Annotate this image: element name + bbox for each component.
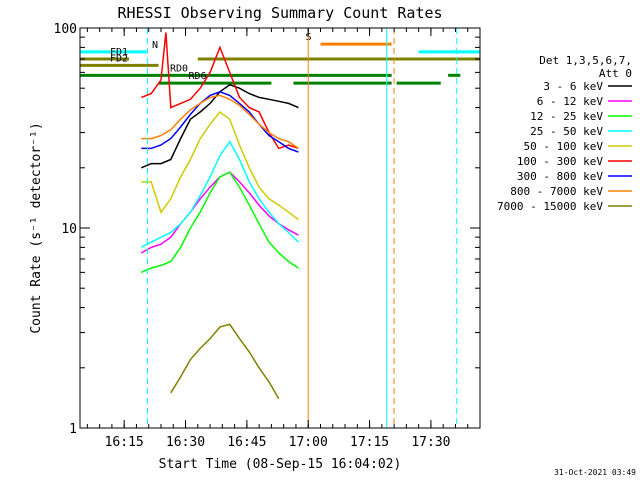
series-line-8: [170, 323, 280, 400]
legend-header: Det 1,3,5,6,7,: [539, 54, 632, 67]
x-tick-label: 17:00: [289, 435, 328, 450]
flag-label-rd6: RD6: [189, 71, 207, 82]
series-layer: [140, 32, 299, 400]
x-tick-label: 17:15: [350, 435, 389, 450]
axes: 16:15 16:30 16:45 17:00 17:15 17:30 1 10 100: [54, 22, 480, 450]
legend-label: 12 - 25 keV: [530, 110, 603, 123]
x-tick-label: 16:30: [166, 435, 205, 450]
series-line-4: [141, 110, 299, 221]
x-tick-label: 16:45: [227, 435, 266, 450]
series-line-6: [141, 91, 299, 153]
legend-label: 3 - 6 keV: [543, 80, 603, 93]
legend-label: 6 - 12 keV: [537, 95, 604, 108]
timestamp-stamp: 31-Oct-2021 03:49: [554, 468, 636, 477]
legend-label: 100 - 300 keV: [517, 155, 603, 168]
flag-label-n: N: [152, 40, 158, 51]
vertical-markers: [146, 28, 458, 428]
legend-label: 7000 - 15000 keV: [497, 200, 603, 213]
legend-label: 25 - 50 keV: [530, 125, 603, 138]
series-line-2: [141, 171, 299, 274]
legend-header: Att 0: [599, 67, 632, 80]
y-axis-label: Count Rate (s⁻¹ detector⁻¹): [29, 122, 44, 333]
flag-label-fd1: FD1: [110, 47, 128, 58]
flag-label-rd0: RD0: [170, 63, 188, 74]
x-axis-label: Start Time (08-Sep-15 16:04:02): [159, 457, 402, 472]
series-line-5: [141, 32, 299, 150]
series-line-7: [141, 94, 299, 150]
chart-title: RHESSI Observing Summary Count Rates: [117, 4, 442, 22]
y-tick-label: 1: [69, 422, 77, 437]
y-tick-label: 10: [61, 222, 77, 237]
x-tick-label: 16:15: [105, 435, 144, 450]
y-tick-label: 100: [54, 22, 77, 37]
series-line-3: [140, 140, 299, 249]
flag-label-fd2: FD2: [110, 53, 128, 64]
flag-bars: NSFD1FD2RD0RD6: [80, 32, 480, 85]
x-tick-label: 17:30: [411, 435, 450, 450]
legend-label: 300 - 800 keV: [517, 170, 603, 183]
legend: Det 1,3,5,6,7,Att 03 - 6 keV 6 - 12 keV 12…: [497, 54, 632, 213]
legend-label: 800 - 7000 keV: [510, 185, 603, 198]
legend-label: 50 - 100 keV: [524, 140, 604, 153]
